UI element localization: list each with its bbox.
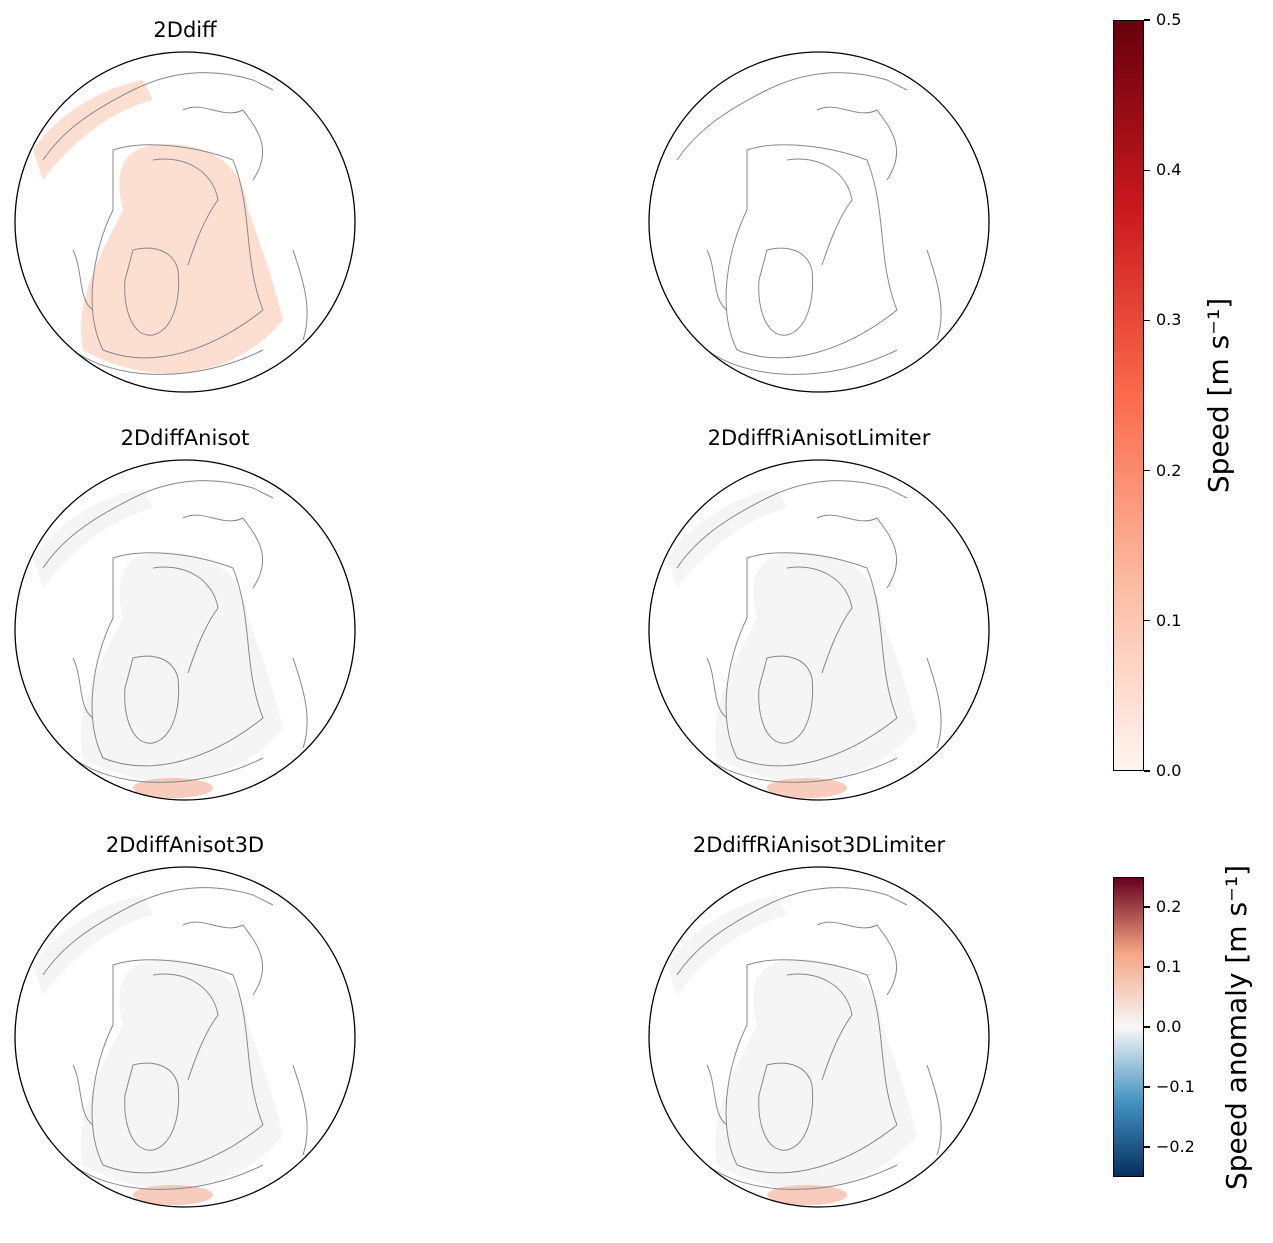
anomaly-hotspot	[767, 778, 847, 798]
bathymetry-contour	[72, 349, 264, 375]
colorbar-tick-mark	[1144, 470, 1150, 472]
colorbar-tick-label: 0.2	[1156, 897, 1182, 916]
bathymetry-contour	[706, 349, 898, 375]
speed-field	[33, 488, 283, 782]
bathymetry-contour	[676, 887, 908, 976]
colorbar-tick-label: 0.2	[1156, 460, 1182, 480]
bathymetry-contour	[706, 657, 942, 749]
bathymetry-contour	[42, 887, 274, 976]
anomaly-hotspot	[133, 1185, 213, 1205]
colorbar-tick-mark	[1144, 19, 1150, 21]
colorbar-tick-mark	[1144, 1026, 1150, 1028]
bathymetry-contour	[42, 72, 274, 161]
bathymetry-contour	[758, 655, 814, 744]
bathymetry-contour	[72, 657, 308, 749]
bathymetry-contour	[816, 106, 897, 181]
panel-title: 2DdiffRiAnisotLimiter	[707, 426, 931, 450]
bathymetry-contour	[676, 480, 908, 569]
bathymetry-contour	[152, 566, 219, 674]
panel-title: 2DdiffAnisot	[120, 426, 250, 450]
bathymetry-contour	[91, 959, 264, 1174]
map-boundary	[648, 866, 990, 1208]
bathymetry-contour	[124, 655, 180, 744]
colorbar-tick-label: −0.2	[1156, 1137, 1195, 1156]
bathymetry-contour	[72, 249, 308, 341]
bathymetry-contour	[124, 247, 180, 336]
colorbar-tick-mark	[1144, 620, 1150, 622]
speed-field	[33, 895, 283, 1189]
bathymetry-contour	[706, 757, 898, 783]
bathymetry-contour	[786, 158, 853, 266]
bathymetry-contour	[182, 921, 263, 996]
map-panel	[647, 865, 991, 1209]
colorbar-tick-label: 0.5	[1156, 10, 1182, 29]
bathymetry-contour	[816, 514, 897, 589]
bathymetry-contour	[72, 757, 264, 783]
colorbar-tick-label: −0.1	[1156, 1077, 1195, 1096]
bathymetry-contour	[758, 1062, 814, 1151]
bathymetry-contour	[72, 1164, 264, 1190]
bathymetry-contour	[706, 1164, 898, 1190]
panel-title: 2DdiffAnisot3D	[105, 833, 265, 857]
bathymetry-contour	[124, 1062, 180, 1151]
map-boundary	[14, 459, 356, 801]
colorbar-tick-mark	[1144, 1146, 1150, 1148]
colorbar-tick-mark	[1144, 319, 1150, 322]
map-panel	[647, 458, 991, 802]
bathymetry-contour	[676, 72, 908, 161]
map-panel	[13, 865, 357, 1209]
map-panel	[647, 50, 991, 394]
bathymetry-contour	[42, 480, 274, 569]
panel-title: 2Ddiff	[153, 18, 217, 42]
speed-field	[667, 488, 917, 782]
colorbar	[1113, 877, 1144, 1177]
colorbar-tick-mark	[1144, 1086, 1150, 1088]
bathymetry-contour	[706, 1064, 942, 1156]
map-panel	[13, 50, 357, 394]
anomaly-hotspot	[133, 778, 213, 798]
map-boundary	[14, 866, 356, 1208]
bathymetry-contour	[152, 158, 219, 266]
speed-field	[667, 895, 917, 1189]
bathymetry-contour	[182, 514, 263, 589]
colorbar-label: Speed [m s⁻¹]	[1201, 297, 1235, 493]
map-boundary	[648, 51, 990, 393]
panel-title: 2DdiffRiAnisot3DLimiter	[692, 833, 946, 857]
colorbar-tick-label: 0.1	[1156, 610, 1182, 630]
map-boundary	[14, 51, 356, 393]
colorbar-tick-mark	[1144, 169, 1150, 171]
anomaly-hotspot	[767, 1185, 847, 1205]
colorbar	[1113, 20, 1144, 771]
colorbar-tick-label: 0.0	[1156, 1017, 1182, 1036]
colorbar-tick-label: 0.3	[1156, 310, 1182, 330]
speed-field	[667, 80, 917, 373]
bathymetry-contour	[786, 566, 853, 674]
bathymetry-contour	[725, 144, 898, 359]
map-boundary	[648, 459, 990, 801]
bathymetry-contour	[91, 144, 264, 359]
colorbar-tick-mark	[1144, 770, 1150, 772]
colorbar-tick-label: 0.4	[1156, 160, 1182, 180]
bathymetry-contour	[758, 247, 814, 336]
bathymetry-contour	[706, 249, 942, 341]
map-panel	[13, 458, 357, 802]
colorbar-tick-label: 0.0	[1156, 761, 1182, 780]
bathymetry-contour	[72, 1064, 308, 1156]
bathymetry-contour	[786, 973, 853, 1081]
colorbar-tick-mark	[1144, 906, 1150, 908]
colorbar-label: Speed anomaly [m s⁻¹]	[1219, 864, 1253, 1190]
colorbar-tick-label: 0.1	[1156, 957, 1182, 976]
bathymetry-contour	[816, 921, 897, 996]
bathymetry-contour	[91, 552, 264, 767]
colorbar-tick-mark	[1144, 966, 1150, 968]
speed-field	[33, 80, 283, 374]
bathymetry-contour	[182, 106, 263, 181]
bathymetry-contour	[152, 973, 219, 1081]
bathymetry-contour	[725, 552, 898, 767]
bathymetry-contour	[725, 959, 898, 1174]
